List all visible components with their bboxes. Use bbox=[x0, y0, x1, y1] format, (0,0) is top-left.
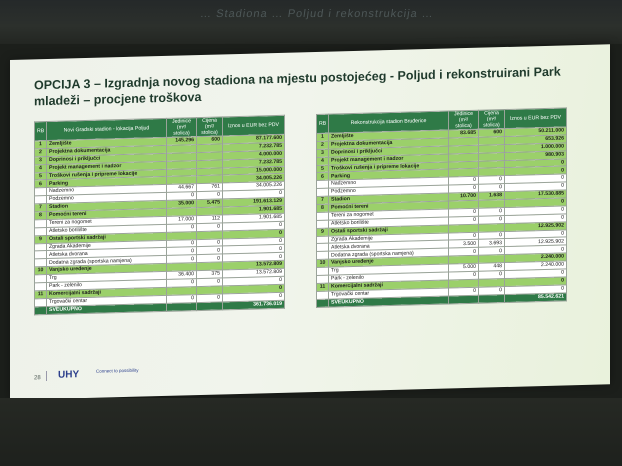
cell-units bbox=[448, 294, 479, 304]
slide-title: OPCIJA 3 – Izgradnja novog stadiona na m… bbox=[34, 64, 561, 109]
room-floor bbox=[0, 398, 622, 466]
header-rb: RB bbox=[316, 114, 329, 134]
projector-screen-top: … Stadiona … Poljud i rekonstrukcija … bbox=[0, 0, 622, 44]
blurred-screen-text: … Stadiona … Poljud i rekonstrukcija … bbox=[199, 8, 435, 20]
header-amount: Iznos u EUR bez PDV bbox=[222, 115, 285, 136]
presentation-slide: OPCIJA 3 – Izgradnja novog stadiona na m… bbox=[10, 44, 610, 400]
header-price: Cijena (m²/ stolica) bbox=[478, 109, 505, 130]
cell-rb bbox=[316, 298, 329, 308]
cell-amount: 361.736.019 bbox=[222, 300, 285, 310]
header-amount: Iznos u EUR bez PDV bbox=[504, 107, 567, 129]
cost-table-bruderice: RB Rekonstrukcija stadion Bruđerice Jedi… bbox=[316, 107, 567, 308]
cell-rb bbox=[34, 306, 47, 315]
table-body: 1 Zemljište 145.296 600 87.177.600 2 Projektna… bbox=[34, 134, 285, 315]
header-units: Jedinice (m²/ stolica) bbox=[166, 117, 197, 138]
header-units: Jedinice (m²/ stolica) bbox=[448, 110, 479, 131]
header-price: Cijena (m²/ stolica) bbox=[196, 116, 223, 137]
cell-price: 1.638 bbox=[478, 191, 505, 201]
cell-price bbox=[478, 294, 505, 303]
table-body: 1 Zemljište 83.685 600 50.211.000 2 Projektna … bbox=[316, 126, 567, 308]
cost-table-poljud: RB Novi Gradski stadion - lokacija Polju… bbox=[34, 115, 285, 315]
cell-price: 3.693 bbox=[478, 239, 505, 248]
cell-units bbox=[166, 302, 197, 311]
cell-amount: 85.542.621 bbox=[504, 292, 567, 303]
cell-price: 5.475 bbox=[196, 199, 223, 208]
cell-price bbox=[196, 301, 223, 311]
header-rb: RB bbox=[34, 121, 47, 141]
uhy-logo: UHY bbox=[58, 369, 80, 381]
logo-tagline: Connect to possibility bbox=[96, 367, 139, 374]
page-number: 28 bbox=[34, 375, 41, 382]
footer-divider bbox=[46, 371, 47, 382]
